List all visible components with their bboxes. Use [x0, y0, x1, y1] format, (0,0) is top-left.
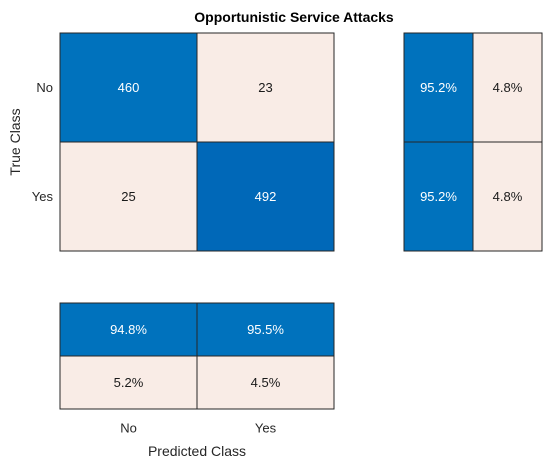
row-summary-cell [403, 141, 474, 252]
column-summary-value: 94.8% [110, 322, 147, 337]
row-summary-cell [472, 141, 543, 252]
column-summary-cell [196, 302, 335, 357]
y-tick-label: No [36, 80, 53, 95]
row-summary-value: 4.8% [493, 80, 523, 95]
x-axis-label: Predicted Class [148, 443, 246, 459]
row-summary-value: 4.8% [493, 189, 523, 204]
column-summary-value: 5.2% [114, 375, 144, 390]
column-summary-cell [196, 355, 335, 410]
x-tick-label: No [120, 421, 137, 436]
matrix-cell [59, 32, 198, 143]
matrix-cell-value: 460 [118, 80, 140, 95]
x-tick-label: Yes [255, 421, 277, 436]
row-summary-value: 95.2% [420, 80, 457, 95]
matrix-cell [196, 141, 335, 252]
row-summary-cell [403, 32, 474, 143]
column-summary-value: 4.5% [251, 375, 281, 390]
row-summary-value: 95.2% [420, 189, 457, 204]
matrix-cell [59, 141, 198, 252]
chart-title: Opportunistic Service Attacks [194, 9, 394, 25]
column-summary-value: 95.5% [247, 322, 284, 337]
matrix-cell-value: 23 [258, 80, 272, 95]
matrix-cell-value: 25 [121, 189, 135, 204]
matrix-cell [196, 32, 335, 143]
row-summary-cell [472, 32, 543, 143]
matrix-cell-value: 492 [255, 189, 277, 204]
y-axis-label: True Class [7, 108, 23, 175]
y-tick-label: Yes [32, 189, 54, 204]
